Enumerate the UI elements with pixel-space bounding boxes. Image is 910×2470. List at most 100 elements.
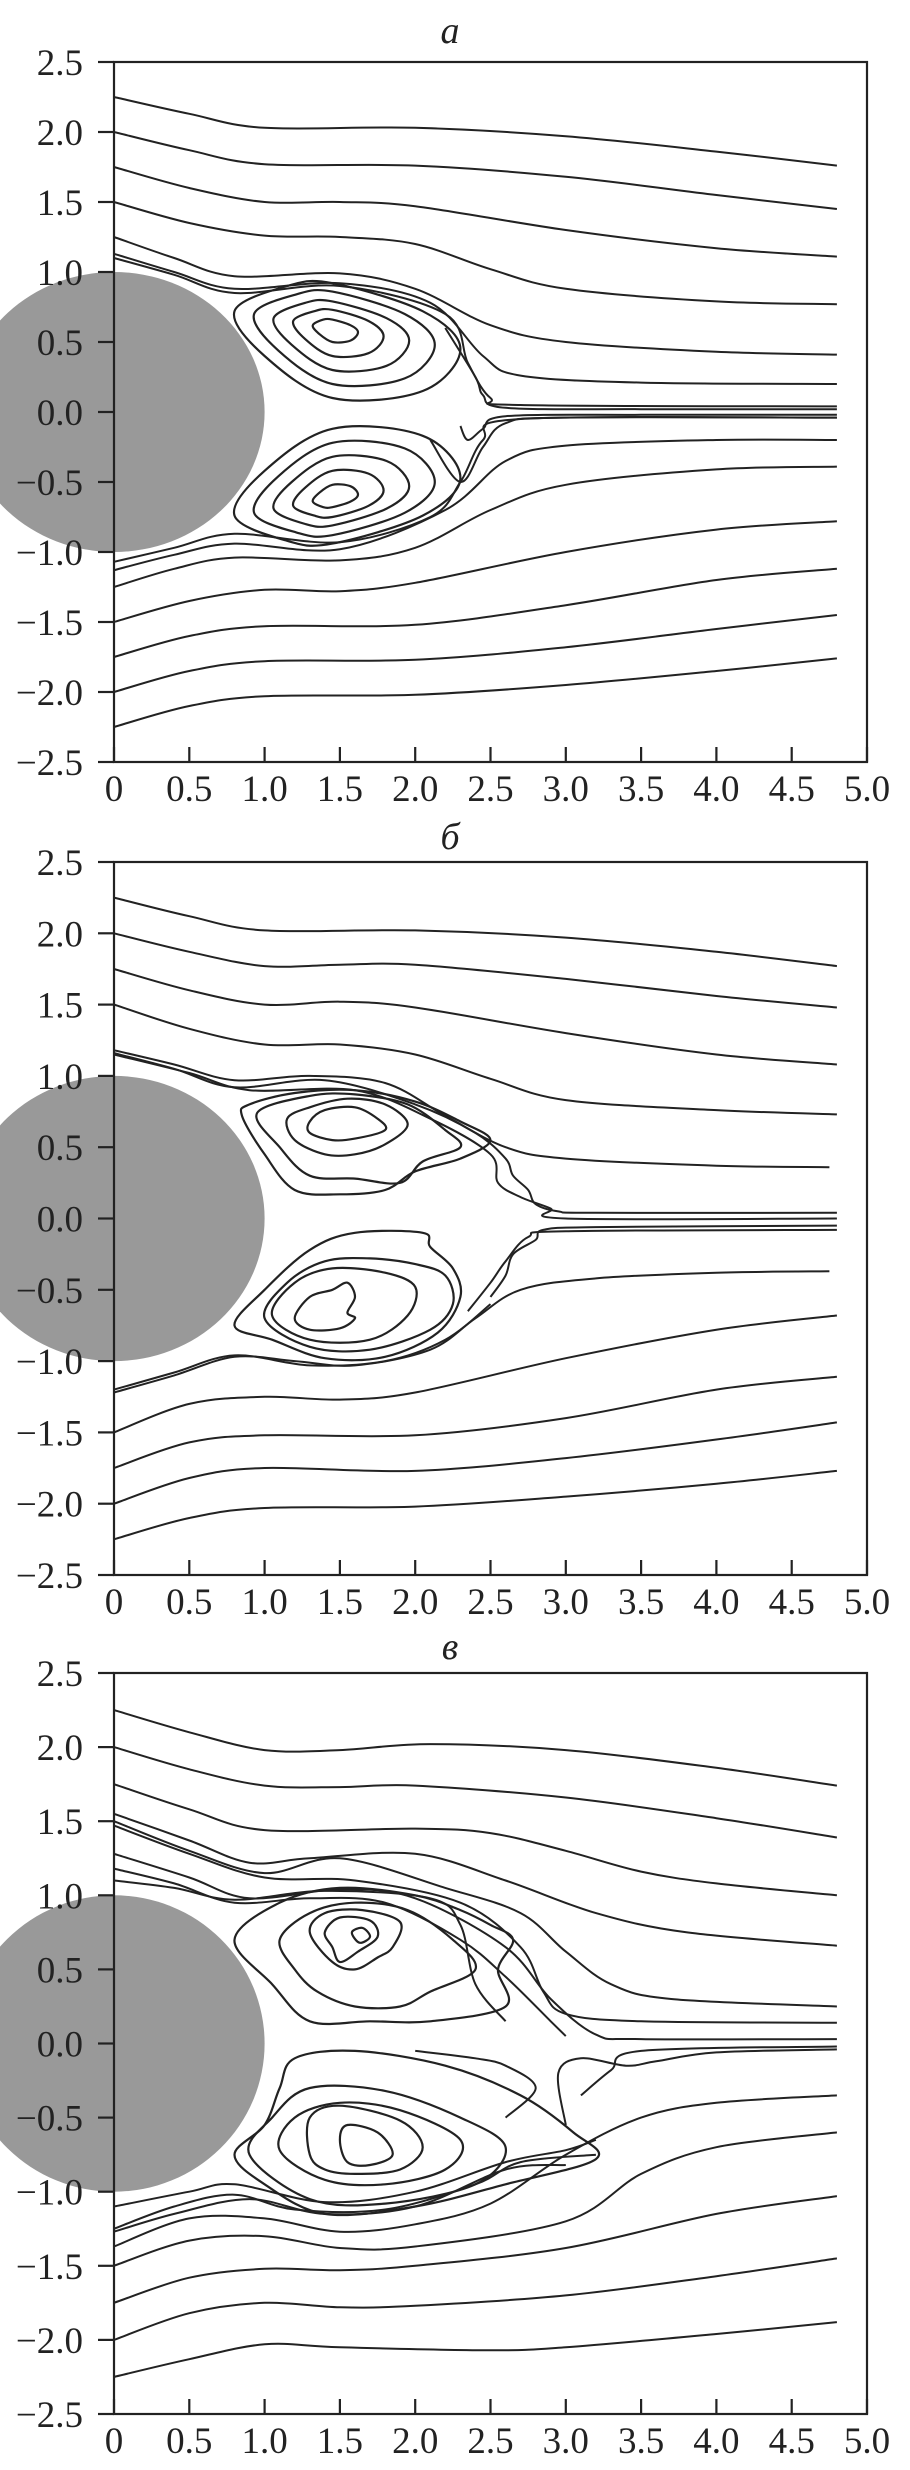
streamline bbox=[113, 96, 838, 167]
y-tick-label: 1.0 bbox=[37, 1057, 83, 1098]
streamline bbox=[113, 1746, 838, 1839]
streamline bbox=[113, 896, 838, 968]
vortex-streamline bbox=[232, 425, 462, 547]
streamline bbox=[113, 2094, 837, 2248]
panel-a: 2.5 2.0 1.5 1.0 0.5 0.0 −0.5 −1.0 −1.5 −2.0 −2.5 0 0… bbox=[0, 43, 890, 810]
y-tick-label: −2.5 bbox=[16, 2395, 83, 2436]
streamline bbox=[113, 1421, 838, 1505]
vortex-streamline bbox=[272, 298, 411, 373]
streamline bbox=[113, 1709, 838, 1787]
streamline bbox=[113, 2195, 838, 2304]
streamline bbox=[113, 2257, 838, 2341]
streamline bbox=[113, 1003, 837, 1116]
vortex-streamline bbox=[252, 439, 436, 538]
x-tick-label: 4.5 bbox=[769, 769, 815, 810]
streamline bbox=[113, 252, 837, 385]
y-tick-label: 0.5 bbox=[37, 1128, 83, 1169]
y-tick-label: −1.5 bbox=[16, 2247, 83, 2288]
streamline bbox=[580, 2045, 837, 2097]
y-tick-label: 2.0 bbox=[37, 914, 83, 955]
streamline bbox=[467, 1228, 837, 1312]
streamline bbox=[459, 413, 837, 441]
streamline bbox=[113, 1270, 830, 1394]
vortex-streamline bbox=[291, 307, 385, 359]
panel-c: 2.5 2.0 1.5 1.0 0.5 0.0 −0.5 −1.0 −1.5 −2.0 −2.5 0 0… bbox=[0, 1654, 890, 2462]
vortex-streamline bbox=[233, 2049, 601, 2217]
y-tick-label: 0.0 bbox=[37, 2025, 83, 2066]
x-tick-label: 5.0 bbox=[844, 2421, 890, 2462]
streamline bbox=[113, 1052, 837, 1214]
vortex-streamline bbox=[232, 279, 462, 402]
x-tick-label: 4.5 bbox=[769, 1582, 815, 1623]
y-tick-label: −2.5 bbox=[16, 743, 83, 784]
x-tick-label: 4.0 bbox=[693, 769, 739, 810]
vortex-streamline bbox=[285, 1097, 409, 1157]
streamline bbox=[113, 1867, 567, 2037]
x-tick-label: 2.5 bbox=[467, 769, 513, 810]
streamline bbox=[415, 2049, 537, 2119]
x-tick-label: 4.0 bbox=[693, 2421, 739, 2462]
y-tick-label: −1.0 bbox=[16, 1342, 83, 1383]
y-tick-label: −1.5 bbox=[16, 1413, 83, 1454]
y-tick-label: 1.5 bbox=[37, 183, 83, 224]
x-tick-label: 4.5 bbox=[769, 2421, 815, 2462]
x-tick-label: 1.0 bbox=[241, 2421, 287, 2462]
y-tick-label: 2.0 bbox=[37, 1728, 83, 1769]
streamline bbox=[113, 520, 837, 623]
streamline bbox=[113, 1469, 838, 1541]
y-tick-label: −2.0 bbox=[16, 2321, 83, 2362]
streamline bbox=[113, 257, 837, 408]
x-tick-label: 2.0 bbox=[392, 1582, 438, 1623]
streamline bbox=[113, 236, 837, 356]
x-tick-label: 3.0 bbox=[543, 1582, 589, 1623]
streamline bbox=[113, 1049, 830, 1169]
vortex-streamline bbox=[293, 1281, 357, 1332]
streamline bbox=[113, 614, 838, 693]
x-tick-label: 3.0 bbox=[543, 769, 589, 810]
y-tick-label: 1.0 bbox=[37, 1876, 83, 1917]
x-tick-label: 1.5 bbox=[317, 2421, 363, 2462]
y-tick-label: −1.0 bbox=[16, 2173, 83, 2214]
x-tick-label: 3.5 bbox=[618, 769, 664, 810]
x-tick-label: 0.5 bbox=[166, 2421, 212, 2462]
x-tick-label: 0 bbox=[105, 2421, 124, 2462]
vortex-streamline bbox=[255, 1092, 463, 1185]
cylinder-shape bbox=[0, 1075, 265, 1362]
vortex-streamline bbox=[350, 1926, 372, 1944]
streamline bbox=[113, 2138, 597, 2208]
streamline bbox=[113, 201, 837, 306]
x-tick-label: 5.0 bbox=[844, 769, 890, 810]
panel-c-title: в bbox=[441, 1626, 459, 1668]
streamline bbox=[113, 166, 837, 258]
x-tick-label: 0 bbox=[105, 769, 124, 810]
y-tick-label: 0.5 bbox=[37, 323, 83, 364]
vortex-streamline bbox=[323, 1915, 380, 1964]
cylinder-shape bbox=[0, 1895, 265, 2192]
panel-a-title: а bbox=[440, 10, 460, 52]
vortex-streamline bbox=[311, 317, 360, 344]
x-tick-label: 1.5 bbox=[317, 1582, 363, 1623]
x-tick-label: 3.5 bbox=[618, 1582, 664, 1623]
vortex-streamline bbox=[233, 1229, 463, 1362]
y-tick-label: 2.5 bbox=[37, 843, 83, 884]
streamline bbox=[113, 1314, 838, 1434]
x-tick-label: 3.5 bbox=[618, 2421, 664, 2462]
panel-b: 2.5 2.0 1.5 1.0 0.5 0.0 −0.5 −1.0 −1.5 −2.0 −2.5 0 0… bbox=[0, 843, 890, 1623]
vortex-streamline bbox=[308, 1908, 403, 1971]
streamline bbox=[113, 1852, 837, 2041]
vortex-streamline bbox=[233, 1886, 515, 2026]
streamline bbox=[113, 567, 837, 658]
streamline bbox=[113, 1820, 837, 2008]
streamline bbox=[113, 2153, 596, 2230]
y-tick-label: 2.0 bbox=[37, 113, 83, 154]
y-tick-label: −2.5 bbox=[16, 1556, 83, 1597]
vortex-streamline bbox=[277, 2101, 465, 2187]
vortex-streamline bbox=[270, 1266, 418, 1344]
y-tick-label: 0.5 bbox=[37, 1950, 83, 1991]
streamline bbox=[113, 2321, 837, 2378]
panel-b-title: б bbox=[440, 816, 460, 858]
x-tick-label: 3.0 bbox=[543, 2421, 589, 2462]
x-tick-label: 4.0 bbox=[693, 1582, 739, 1623]
y-tick-label: 0.0 bbox=[37, 1200, 83, 1241]
